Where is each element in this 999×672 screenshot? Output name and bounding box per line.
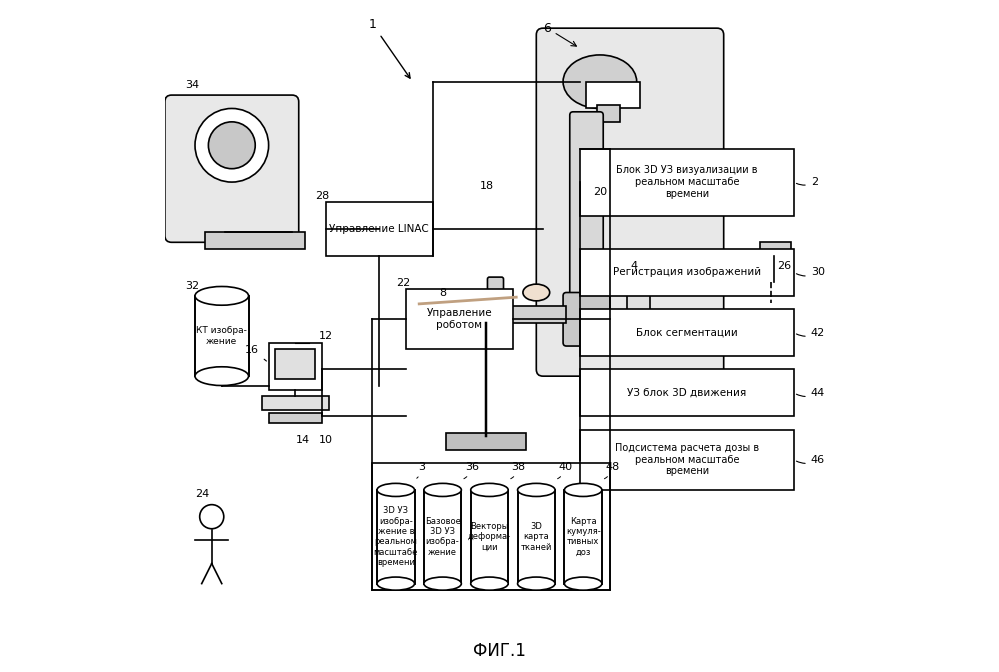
FancyBboxPatch shape [195, 296, 249, 376]
Circle shape [195, 108, 269, 182]
Text: 6: 6 [543, 22, 576, 46]
FancyBboxPatch shape [579, 249, 794, 296]
Text: 46: 46 [796, 455, 825, 465]
FancyBboxPatch shape [517, 490, 555, 583]
Ellipse shape [424, 577, 462, 590]
Text: 22: 22 [396, 278, 410, 288]
FancyBboxPatch shape [377, 490, 415, 583]
FancyBboxPatch shape [536, 28, 723, 376]
FancyBboxPatch shape [269, 413, 322, 423]
Text: Регистрация изображений: Регистрация изображений [612, 267, 761, 278]
Text: 10: 10 [319, 435, 333, 445]
Ellipse shape [563, 55, 636, 108]
FancyBboxPatch shape [579, 309, 794, 356]
Ellipse shape [471, 483, 508, 497]
FancyBboxPatch shape [165, 95, 299, 243]
Text: 34: 34 [185, 81, 199, 91]
FancyBboxPatch shape [579, 149, 794, 216]
FancyBboxPatch shape [579, 429, 794, 490]
FancyBboxPatch shape [586, 82, 640, 108]
Text: 30: 30 [796, 267, 825, 278]
FancyBboxPatch shape [596, 105, 620, 122]
Text: 40: 40 [557, 462, 572, 478]
Circle shape [209, 122, 255, 169]
FancyBboxPatch shape [626, 269, 650, 329]
Ellipse shape [517, 483, 555, 497]
Text: 1: 1 [369, 18, 410, 78]
FancyBboxPatch shape [424, 490, 462, 583]
Ellipse shape [195, 367, 249, 386]
FancyBboxPatch shape [262, 396, 329, 410]
Text: Блок сегментации: Блок сегментации [636, 328, 737, 337]
Text: КТ изобра-
жение: КТ изобра- жение [197, 327, 247, 345]
Text: 26: 26 [777, 261, 791, 271]
Text: 36: 36 [464, 462, 479, 478]
FancyBboxPatch shape [205, 233, 306, 249]
FancyBboxPatch shape [488, 277, 503, 301]
Ellipse shape [522, 284, 549, 301]
Text: 20: 20 [593, 187, 607, 198]
Text: Векторы
деформа-
ции: Векторы деформа- ции [468, 522, 511, 552]
Ellipse shape [517, 577, 555, 590]
FancyBboxPatch shape [420, 306, 566, 323]
Ellipse shape [424, 483, 462, 497]
FancyBboxPatch shape [563, 292, 610, 346]
FancyBboxPatch shape [446, 433, 526, 450]
FancyBboxPatch shape [760, 243, 790, 255]
Text: 12: 12 [319, 331, 333, 341]
Ellipse shape [471, 577, 508, 590]
Text: 2: 2 [796, 177, 818, 187]
FancyBboxPatch shape [564, 490, 601, 583]
Text: 3D УЗ
изобра-
жение в
реальном
масштабе
времени: 3D УЗ изобра- жение в реальном масштабе … [374, 506, 418, 567]
Text: 38: 38 [510, 462, 525, 478]
Text: 28: 28 [316, 191, 330, 201]
Ellipse shape [564, 577, 601, 590]
FancyBboxPatch shape [326, 202, 433, 255]
Ellipse shape [377, 483, 415, 497]
Text: 44: 44 [796, 388, 825, 398]
FancyBboxPatch shape [471, 490, 508, 583]
Text: Управление
роботом: Управление роботом [427, 308, 493, 330]
Text: ФИГ.1: ФИГ.1 [474, 642, 525, 659]
Text: 32: 32 [185, 281, 199, 291]
FancyBboxPatch shape [276, 349, 316, 380]
FancyBboxPatch shape [406, 289, 512, 349]
Text: 16: 16 [245, 345, 267, 361]
Text: Подсистема расчета дозы в
реальном масштабе
времени: Подсистема расчета дозы в реальном масшт… [614, 444, 759, 476]
Ellipse shape [377, 577, 415, 590]
Text: УЗ блок 3D движения: УЗ блок 3D движения [627, 388, 746, 398]
FancyBboxPatch shape [269, 343, 322, 390]
Text: 48: 48 [604, 462, 619, 478]
Text: 14: 14 [296, 435, 310, 445]
Text: Карта
кумуля-
тивных
доз: Карта кумуля- тивных доз [565, 517, 600, 557]
FancyBboxPatch shape [569, 112, 603, 306]
Text: 3: 3 [417, 462, 425, 478]
Text: Базовое
3D УЗ
изобра-
жение: Базовое 3D УЗ изобра- жение [425, 517, 461, 557]
Text: 3D
карта
тканей: 3D карта тканей [520, 522, 552, 552]
Text: Управление LINAC: Управление LINAC [329, 224, 429, 234]
FancyBboxPatch shape [579, 370, 794, 417]
Text: 8: 8 [440, 288, 447, 298]
Text: Блок 3D УЗ визуализации в
реальном масштабе
времени: Блок 3D УЗ визуализации в реальном масшт… [616, 165, 757, 199]
Text: 18: 18 [480, 181, 494, 191]
Text: 4: 4 [630, 261, 637, 271]
Ellipse shape [195, 286, 249, 305]
Text: 24: 24 [195, 489, 209, 499]
Circle shape [200, 505, 224, 529]
Text: 42: 42 [796, 328, 825, 337]
Ellipse shape [564, 483, 601, 497]
